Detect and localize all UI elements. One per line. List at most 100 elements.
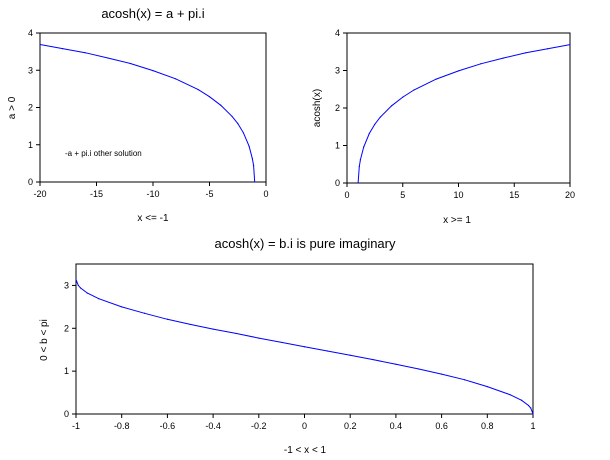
- plot-frame: [75, 263, 534, 415]
- data-point: [98, 298, 100, 300]
- x-tick-label: 0: [263, 189, 268, 199]
- data-point: [235, 332, 237, 335]
- x-tick-label: -10: [146, 189, 159, 199]
- data-point: [349, 354, 351, 356]
- x-tick-label: -20: [33, 189, 46, 199]
- x-tick-label: -0.4: [205, 421, 221, 431]
- data-point: [189, 323, 191, 326]
- data-point: [441, 373, 443, 375]
- x-tick-label: 0.2: [344, 421, 357, 431]
- data-point: [152, 70, 154, 72]
- data-point: [121, 306, 123, 308]
- panel-acosh-positive: x >= 1 acosh(x) 0 5 10 15 20 0 1 2 3 4: [312, 28, 575, 226]
- x-tick-label: 1: [530, 421, 535, 431]
- data-point: [463, 379, 466, 381]
- data-point: [569, 44, 571, 46]
- x-tick-label: -1: [72, 421, 80, 431]
- data-point: [502, 57, 504, 59]
- data-point: [368, 132, 370, 135]
- data-point: [166, 318, 168, 320]
- x-tick-label: 0: [302, 421, 307, 431]
- panel-acosh-negative: acosh(x) = a + pi.i x <= -1 a > 0 -a + p…: [7, 6, 269, 224]
- y-axis-label: a > 0: [7, 96, 18, 119]
- y-tick-label: 0: [64, 409, 69, 419]
- data-point: [212, 328, 214, 330]
- data-point: [486, 385, 488, 388]
- y-axis-label: acosh(x): [312, 89, 323, 127]
- series-line: [39, 44, 256, 183]
- data-point: [303, 346, 306, 348]
- x-axis-label: -1 < x < 1: [284, 445, 327, 456]
- y-tick-label: 4: [335, 28, 340, 38]
- data-point: [358, 165, 360, 168]
- y-tick-label: 3: [64, 280, 69, 290]
- x-tick-label: 10: [453, 190, 463, 200]
- data-point: [197, 89, 199, 91]
- data-point: [379, 116, 382, 118]
- x-tick-label: 0: [344, 190, 349, 200]
- data-point: [251, 158, 254, 160]
- plot-frame: [346, 32, 571, 184]
- data-point: [220, 104, 222, 106]
- panel-acosh-imaginary: acosh(x) = b.i is pure imaginary -1 < x …: [39, 236, 536, 456]
- data-point: [395, 363, 397, 365]
- data-point: [457, 70, 460, 72]
- y-tick-label: 0: [335, 178, 340, 188]
- data-point: [435, 78, 437, 80]
- data-point: [84, 52, 86, 54]
- data-point: [374, 123, 376, 125]
- data-point: [372, 358, 374, 361]
- y-tick-label: 3: [28, 65, 33, 75]
- x-tick-label: 0.6: [435, 421, 448, 431]
- data-point: [77, 284, 79, 287]
- y-tick-label: 1: [28, 140, 33, 150]
- data-point: [402, 96, 404, 98]
- y-tick-label: 2: [64, 323, 69, 333]
- data-point: [547, 48, 549, 50]
- y-tick-label: 2: [28, 103, 33, 113]
- data-point: [62, 48, 64, 50]
- data-point: [75, 278, 77, 281]
- y-tick-label: 4: [28, 28, 33, 38]
- y-tick-label: 1: [335, 141, 340, 151]
- y-tick-label: 2: [335, 103, 340, 113]
- x-tick-label: 0.4: [390, 421, 403, 431]
- data-point: [107, 57, 109, 59]
- chart-title: acosh(x) = b.i is pure imaginary: [215, 236, 396, 251]
- data-point: [86, 292, 89, 294]
- y-tick-label: 1: [64, 366, 69, 376]
- data-point: [530, 407, 532, 409]
- data-point: [527, 404, 530, 407]
- data-point: [252, 165, 255, 167]
- data-point: [418, 368, 420, 370]
- data-point: [480, 63, 482, 65]
- data-point: [326, 350, 328, 352]
- data-point: [248, 145, 250, 147]
- x-tick-label: -5: [205, 189, 213, 199]
- data-point: [509, 394, 511, 396]
- data-point: [39, 43, 41, 46]
- data-point: [254, 181, 256, 183]
- data-point: [129, 62, 131, 65]
- x-tick-label: 20: [565, 190, 575, 200]
- y-tick-label: 3: [335, 66, 340, 76]
- x-tick-label: -0.6: [160, 421, 176, 431]
- data-point: [242, 132, 244, 134]
- y-tick-label: 0: [28, 177, 33, 187]
- data-point: [143, 312, 146, 314]
- data-point: [208, 96, 211, 98]
- x-tick-label: 0.8: [481, 421, 494, 431]
- data-point: [281, 341, 283, 344]
- plot-frame: [39, 32, 267, 183]
- x-tick-label: 5: [400, 190, 405, 200]
- x-tick-label: -0.8: [114, 421, 130, 431]
- series-line: [357, 44, 571, 184]
- data-point: [357, 182, 359, 184]
- data-point: [520, 399, 523, 401]
- data-point: [175, 78, 177, 80]
- annotation-text: -a + pi.i other solution: [65, 149, 142, 158]
- data-point: [79, 287, 82, 289]
- chart-title: acosh(x) = a + pi.i: [101, 6, 204, 21]
- x-axis-label: x >= 1: [443, 215, 471, 226]
